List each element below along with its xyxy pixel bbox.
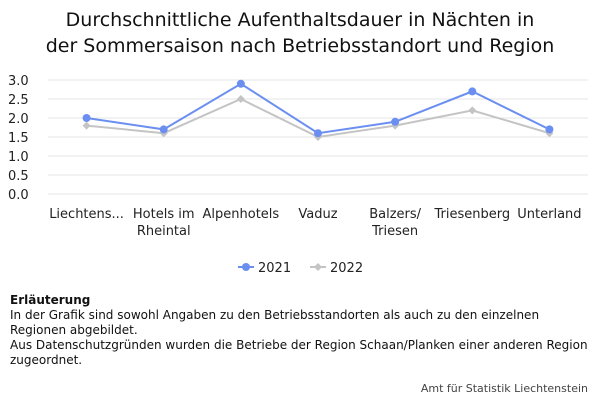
- point-2022-2: [236, 95, 245, 103]
- y-tick-label-2: 1.0: [8, 150, 29, 165]
- y-tick-label-6: 3.0: [8, 74, 29, 89]
- x-tick-label-1-2: Rheintal: [137, 224, 191, 239]
- legend-label-2022: 2022: [330, 261, 363, 276]
- line-chart: Durchschnittliche Aufenthaltsdauer in Nä…: [8, 9, 588, 276]
- point-2021-6: [545, 125, 554, 134]
- notes-heading: Erläuterung: [10, 293, 91, 307]
- point-2021-2: [236, 79, 245, 88]
- y-tick-label-3: 1.5: [8, 131, 29, 146]
- chart-title-line-1: Durchschnittliche Aufenthaltsdauer in Nä…: [66, 9, 535, 31]
- series-line-2021: [86, 82, 550, 135]
- point-2021-3: [314, 129, 322, 138]
- notes-line-1: In der Grafik sind sowohl Angaben zu den…: [10, 308, 540, 337]
- x-tick-label-3: Vaduz: [298, 207, 337, 222]
- x-tick-label-6: Unterland: [517, 207, 581, 222]
- y-tick-label-0: 0.0: [8, 188, 29, 203]
- legend-label-2021: 2021: [258, 261, 291, 276]
- point-2021-1: [159, 125, 168, 134]
- chart-title-line-2: der Sommersaison nach Betriebsstandort u…: [46, 35, 555, 57]
- point-2021-4: [391, 117, 400, 126]
- point-2022-5: [468, 106, 477, 115]
- x-tick-label-5: Triesenberg: [433, 207, 510, 222]
- notes-section: Erläuterung In der Grafik sind sowohl An…: [10, 293, 590, 368]
- y-tick-label-5: 2.5: [8, 93, 29, 108]
- x-tick-label-4-1: Balzers/: [369, 207, 421, 222]
- x-tick-label-0: Liechtens...: [49, 207, 124, 222]
- y-tick-label-4: 2.0: [8, 112, 29, 127]
- x-tick-label-1-1: Hotels im: [133, 207, 195, 222]
- x-tick-label-4-2: Triesen: [371, 224, 418, 239]
- point-2022-0: [82, 121, 91, 130]
- legend-marker-2022: [314, 263, 322, 271]
- y-tick-label-1: 0.5: [8, 169, 29, 184]
- legend-marker-2021: [242, 263, 250, 271]
- x-tick-label-2: Alpenhotels: [203, 207, 280, 222]
- point-2021-5: [468, 87, 477, 96]
- point-2021-0: [82, 114, 91, 122]
- notes-line-2: Aus Datenschutzgründen wurden die Betrie…: [10, 338, 588, 367]
- source-credit: Amt für Statistik Liechtenstein: [420, 382, 588, 395]
